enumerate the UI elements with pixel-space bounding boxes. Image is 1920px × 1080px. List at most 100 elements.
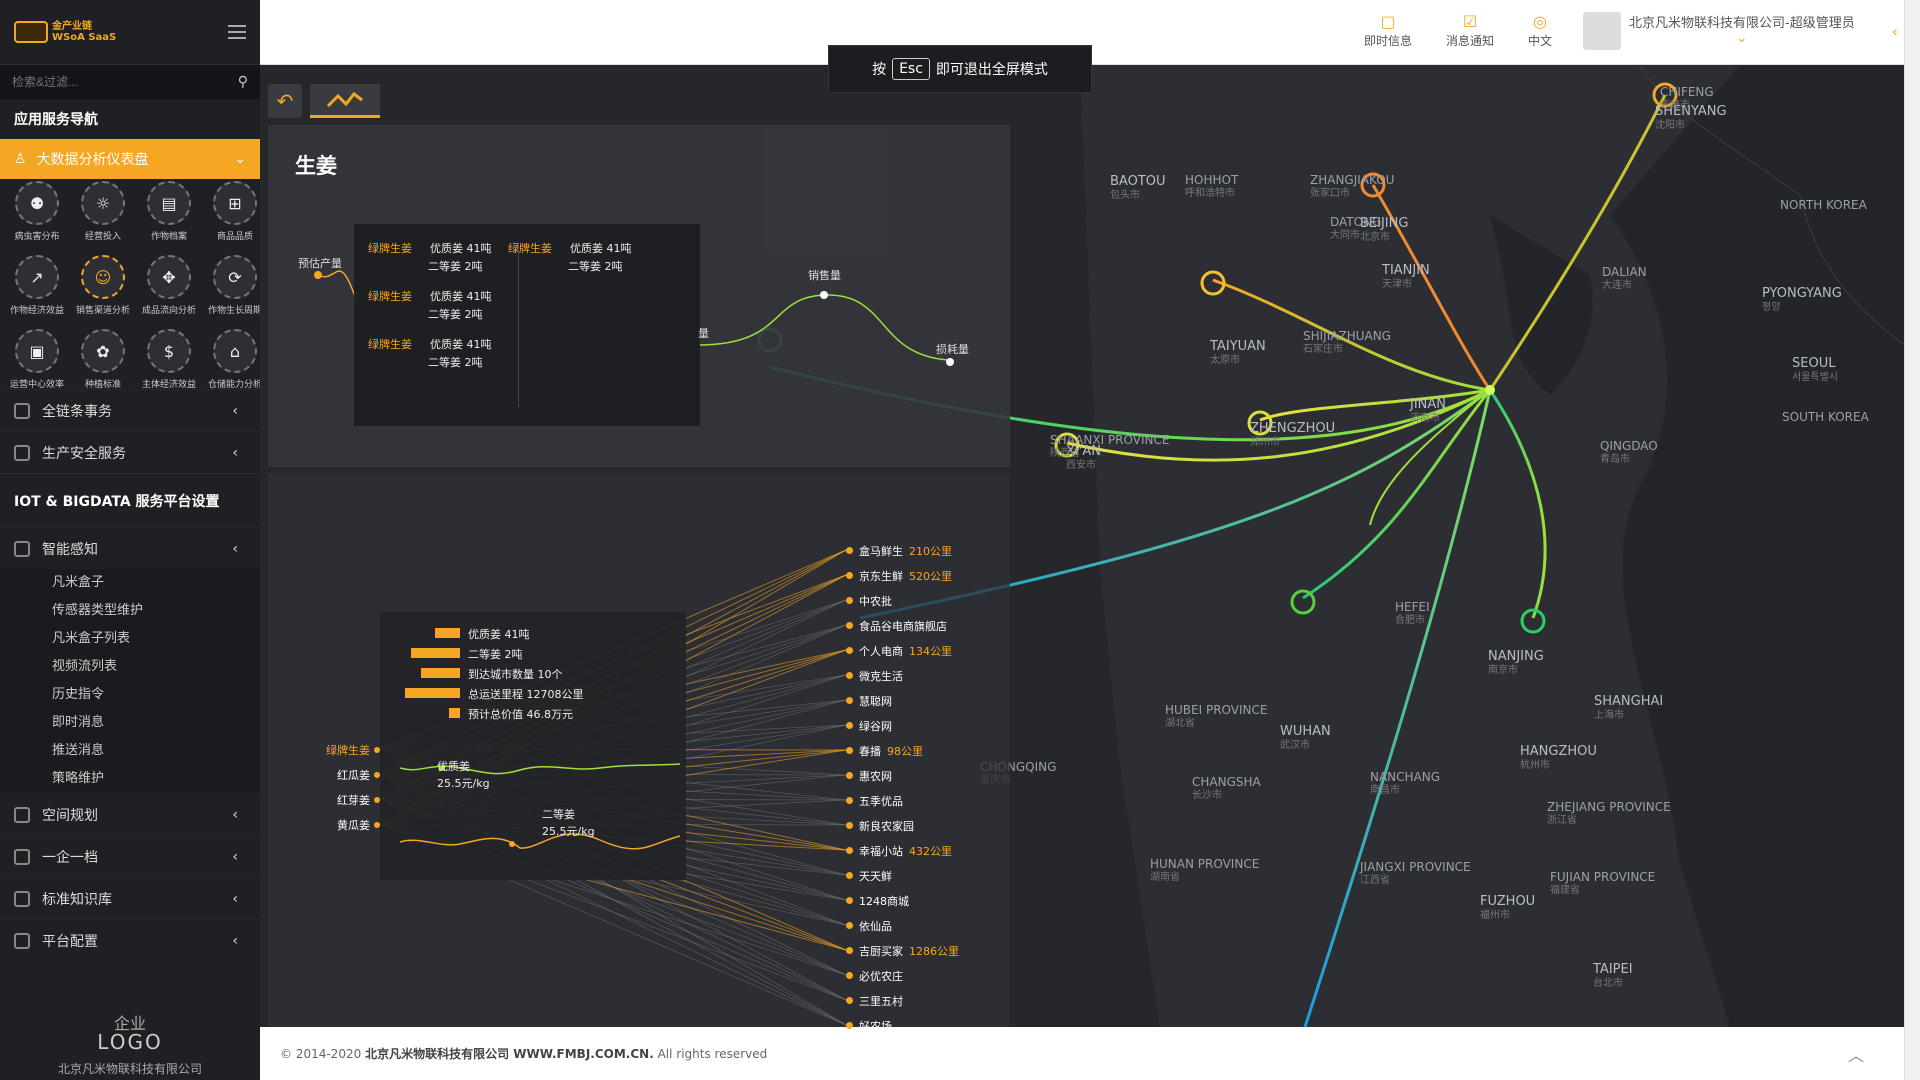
sidebar-subitem[interactable]: 凡米盒子列表 [0, 625, 260, 653]
sidebar-subitem[interactable]: 视频流列表 [0, 653, 260, 681]
destination-item[interactable]: 三里五村 [846, 988, 959, 1013]
sidebar-item[interactable]: 空间规划 ‹ [0, 793, 260, 835]
origin-item[interactable]: 红瓜姜 [310, 762, 380, 787]
sidebar-subitem[interactable]: 传感器类型维护 [0, 597, 260, 625]
destination-item[interactable]: 微克生活 [846, 663, 959, 688]
sidebar-item[interactable]: 全链条事务 ‹ [0, 389, 260, 431]
destination-name: 依仙品 [859, 919, 892, 933]
dashboard-grid-item[interactable]: ☺ 销售渠道分析 [72, 255, 134, 325]
app-logo[interactable]: 金产业链 WSoA SaaS [14, 21, 116, 43]
stat-label: 二等姜 2吨 [468, 648, 523, 661]
dashboard-grid-item[interactable]: ☼ 经营投入 [72, 181, 134, 251]
destination-item[interactable]: 吉厨买家 1286公里 [846, 938, 959, 963]
destination-item[interactable]: 盒马鲜生 210公里 [846, 538, 959, 563]
user-chart-icon: ♙ [14, 151, 27, 167]
lang-button[interactable]: ◎ 中文 [1510, 12, 1570, 49]
destination-item[interactable]: 好农场 [846, 1013, 959, 1038]
copyright: © 2014-2020 北京凡米物联科技有限公司 WWW.FMBJ.COM.CN… [280, 1045, 767, 1062]
sidebar-item[interactable]: 一企一档 ‹ [0, 835, 260, 877]
city-label: TAIPEI 台北市 [1593, 963, 1633, 991]
sidebar-item[interactable]: 标准知识库 ‹ [0, 877, 260, 919]
destination-item[interactable]: 依仙品 [846, 913, 959, 938]
city-en: PYONGYANG [1762, 286, 1842, 301]
dashboard-grid-item[interactable]: ▣ 运营中心效率 [6, 329, 68, 389]
file-icon [14, 848, 30, 865]
user-menu[interactable]: 北京凡米物联科技有限公司-超级管理员 ⌄ [1583, 12, 1855, 50]
city-label: SHANGHAI 上海市 [1594, 695, 1663, 723]
search-icon[interactable]: ⚲ [237, 74, 248, 90]
sidebar-item[interactable]: 生产安全服务 ‹ [0, 431, 260, 473]
menu-toggle-icon[interactable] [228, 25, 246, 39]
destination-item[interactable]: 慧聪网 [846, 688, 959, 713]
origin-dot [374, 796, 380, 803]
dashboard-grid-item[interactable]: ▤ 作物档案 [138, 181, 200, 251]
section-title: IOT & BIGDATA 服务平台设置 [0, 473, 260, 527]
stat-row: 优质姜 41吨 [390, 626, 530, 642]
destination-name: 1248商城 [859, 894, 909, 908]
collapse-panel-icon[interactable]: ‹ [1891, 22, 1898, 41]
destination-item[interactable]: 幸福小站 432公里 [846, 838, 959, 863]
destination-dot [846, 622, 853, 629]
destination-item[interactable]: 食品谷电商旗舰店 [846, 613, 959, 638]
dashboard-grid-item[interactable]: ⚉ 病虫害分布 [6, 181, 68, 251]
yield-curve [314, 270, 954, 366]
city-cn: 张家口市 [1310, 188, 1350, 199]
destination-name: 幸福小站 [859, 844, 903, 858]
chevron-left-icon: ‹ [232, 540, 238, 557]
destination-item[interactable]: 惠农网 [846, 763, 959, 788]
origin-item[interactable]: 红芽姜 [310, 787, 380, 812]
city-cn: 陕西省 [1050, 448, 1080, 459]
dashboard-grid-item[interactable]: ✥ 成品流向分析 [138, 255, 200, 325]
destination-item[interactable]: 天天鲜 [846, 863, 959, 888]
back-button[interactable]: ↶ [268, 84, 302, 118]
city-en: ZHENGZHOU [1250, 421, 1336, 436]
money-icon: ☼ [81, 181, 125, 225]
city-en: ZHEJIANG PROVINCE [1547, 800, 1671, 814]
im-button[interactable]: ▢ 即时信息 [1358, 12, 1418, 49]
dashboard-grid-item[interactable]: $ 主体经济效益 [138, 329, 200, 389]
destination-item[interactable]: 必优农庄 [846, 963, 959, 988]
destination-item[interactable]: 新良农家园 [846, 813, 959, 838]
sidebar-subitem[interactable]: 凡米盒子 [0, 569, 260, 597]
stat-label: 总运送里程 12708公里 [468, 688, 584, 701]
destination-item[interactable]: 个人电商 134公里 [846, 638, 959, 663]
destination-item[interactable]: 五季优品 [846, 788, 959, 813]
sidebar-subitem[interactable]: 即时消息 [0, 709, 260, 737]
origin-label: 红芽姜 [337, 793, 370, 807]
destination-dot [846, 947, 853, 954]
city-label: WUHAN 武汉市 [1280, 725, 1331, 753]
city-label: SEOUL 서울특별시 [1792, 357, 1838, 385]
archive-icon: ▤ [147, 181, 191, 225]
destination-item[interactable]: 京东生鲜 520公里 [846, 563, 959, 588]
destination-item[interactable]: 1248商城 [846, 888, 959, 913]
dashboard-grid-item[interactable]: ↗ 作物经济效益 [6, 255, 68, 325]
enterprise-logo: LOGO [97, 1030, 163, 1054]
city-en: JIANGXI PROVINCE [1360, 860, 1471, 874]
page-scrollbar[interactable] [1904, 0, 1920, 1080]
destination-item[interactable]: 春播 98公里 [846, 738, 959, 763]
dashboard-grid-item[interactable]: ⊞ 商品品质 [204, 181, 260, 251]
search-input[interactable] [12, 75, 202, 89]
destination-item[interactable]: 绿谷网 [846, 713, 959, 738]
chat-icon: ▢ [1380, 12, 1396, 31]
sidebar-item-label: 生产安全服务 [42, 445, 126, 462]
city-label: HANGZHOU 杭州市 [1520, 745, 1597, 773]
origin-item[interactable]: 绿牌生姜 [310, 737, 380, 762]
city-cn: 福州市 [1480, 910, 1510, 921]
fullscreen-hint: 按 Esc 即可退出全屏模式 [828, 45, 1092, 93]
dashboard-grid-item[interactable]: ⌂ 仓储能力分析 [204, 329, 260, 389]
dashboard-grid-item[interactable]: ✿ 种植标准 [72, 329, 134, 389]
sidebar-subitem[interactable]: 历史指令 [0, 681, 260, 709]
sidebar-subitem[interactable]: 推送消息 [0, 737, 260, 765]
sidebar-search: ⚲ [0, 65, 260, 99]
sidebar-item[interactable]: 平台配置 ‹ [0, 919, 260, 961]
sidebar-subitem[interactable]: 策略维护 [0, 765, 260, 793]
sidebar-item-smart-sense[interactable]: 智能感知 ‹ [0, 527, 260, 569]
sidebar-item-dashboard[interactable]: ♙ 大数据分析仪表盘 ⌄ [0, 139, 260, 179]
origin-item[interactable]: 黄瓜姜 [310, 812, 380, 837]
notify-button[interactable]: ☑ 消息通知 [1440, 12, 1500, 49]
destination-item[interactable]: 中农批 [846, 588, 959, 613]
dashboard-grid-item[interactable]: ⟳ 作物生长周期 [204, 255, 260, 325]
tab-trend-chart[interactable] [310, 84, 380, 118]
scroll-top-icon[interactable]: ︿ [1847, 1045, 1864, 1065]
